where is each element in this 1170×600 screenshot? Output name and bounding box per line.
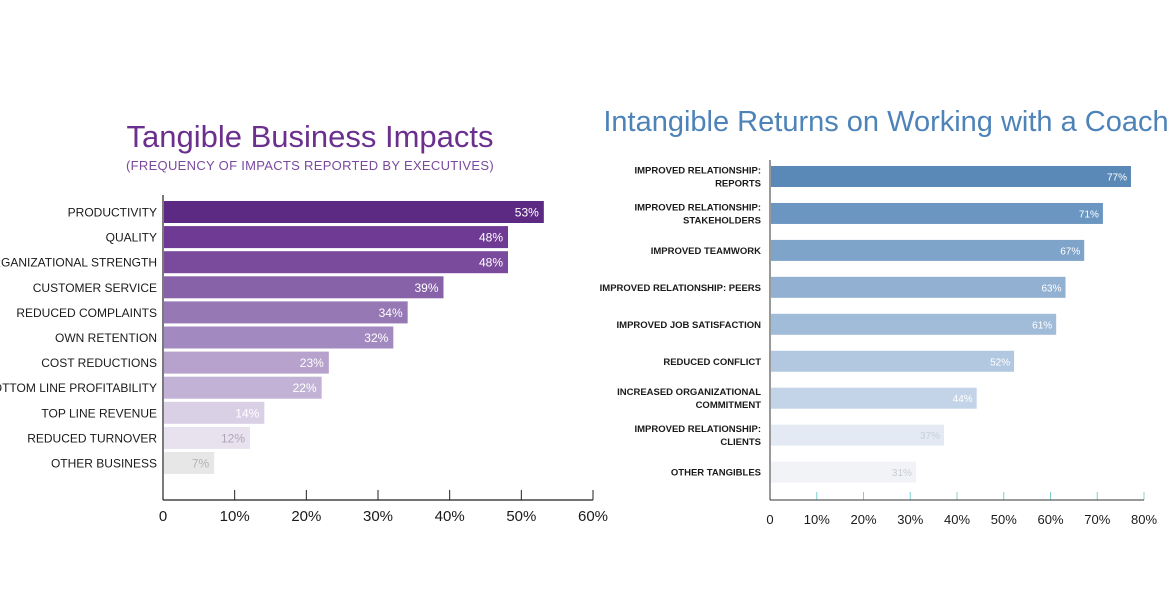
chart1-category-label: COST REDUCTIONS [41,356,157,370]
chart1-category-label: REDUCED COMPLAINTS [16,306,157,320]
chart1-value-label: 48% [479,231,503,245]
chart1-value-label: 22% [293,381,317,395]
chart1-x-tick-label: 50% [506,508,536,525]
chart1-value-label: 12% [221,431,245,445]
chart1-x-tick-label: 10% [220,508,250,525]
chart1-value-label: 7% [192,457,210,471]
chart1-x-tick-label: 0 [159,508,167,525]
chart1-bar [164,376,322,399]
chart1-value-label: 53% [515,206,539,220]
chart1-x-tick-label: 60% [578,508,608,525]
chart1-bar [164,201,544,223]
chart1-category-label: OTHER BUSINESS [51,457,157,471]
chart1-value-label: 34% [379,306,403,320]
chart1-category-label: BOTTOM LINE PROFITABILITY [0,381,157,395]
chart1-category-label: TOP LINE REVENUE [41,406,157,420]
chart1-category-label: QUALITY [106,231,157,245]
chart1-value-label: 23% [300,356,324,370]
chart1-bar [164,301,408,324]
chart1-title: Tangible Business Impacts [126,119,493,154]
chart1-bar [164,426,250,449]
chart1-x-tick-label: 30% [363,508,393,525]
chart1-value-label: 48% [479,256,503,270]
chart1-category-label: CUSTOMER SERVICE [33,281,157,295]
chart1-x-tick-label: 40% [435,508,465,525]
chart1-subtitle: (FREQUENCY OF IMPACTS REPORTED BY EXECUT… [126,158,494,173]
chart1-bar [164,276,444,299]
chart1-value-label: 39% [414,281,438,295]
chart1-category-label: ORGANIZATIONAL STRENGTH [0,256,157,270]
chart1-bar [164,401,265,424]
chart1-bar [164,326,394,349]
chart1-x-tick-label: 20% [291,508,321,525]
chart1-category-label: PRODUCTIVITY [68,206,157,220]
chart1-bar [164,452,215,474]
chart1-bar [164,226,508,249]
chart1-value-label: 14% [235,406,259,420]
chart1-category-label: REDUCED TURNOVER [27,431,157,445]
chart1-bar [164,351,329,374]
chart1-category-label: OWN RETENTION [55,331,157,345]
chart1-bar [164,251,508,274]
chart1-value-label: 32% [364,331,388,345]
